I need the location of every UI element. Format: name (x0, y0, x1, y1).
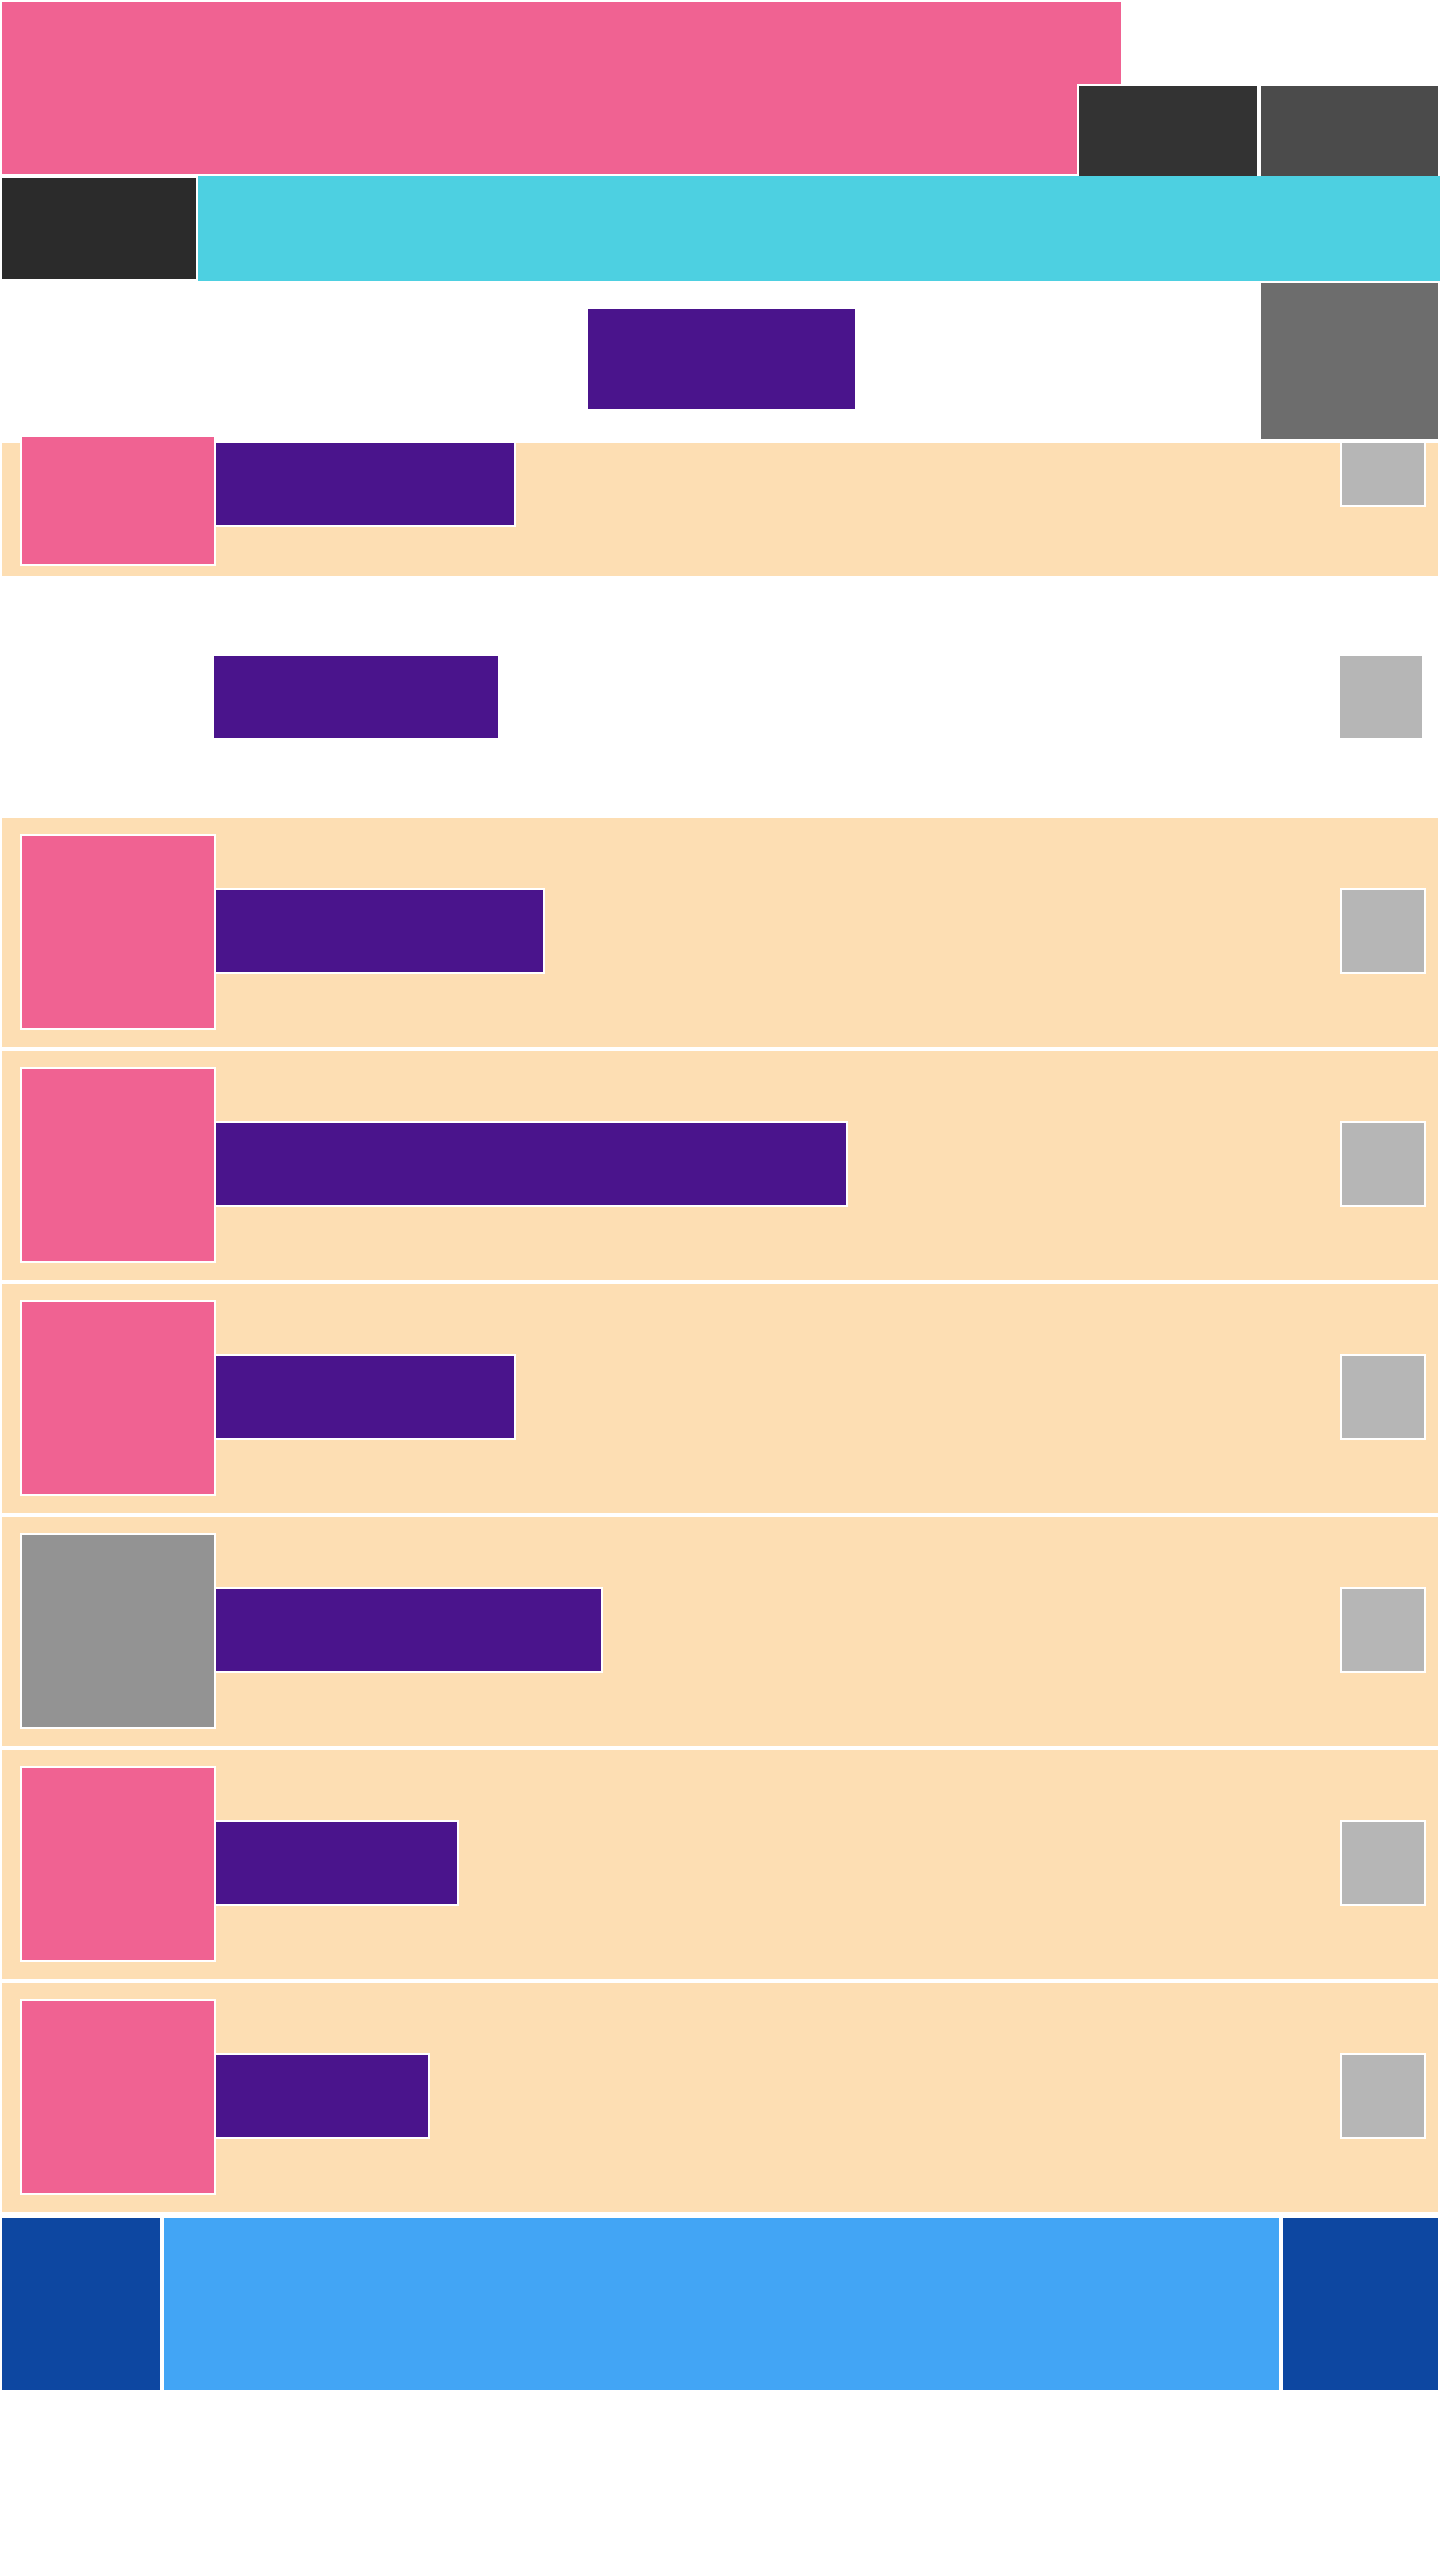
item-thumbnail (20, 1533, 216, 1729)
list-item[interactable] (0, 578, 1440, 816)
item-thumbnail (20, 1999, 216, 2195)
item-label (212, 654, 500, 740)
footer-right-button[interactable] (1281, 2216, 1440, 2392)
item-checkbox[interactable] (1340, 1121, 1426, 1207)
list-item[interactable] (0, 1748, 1440, 1981)
item-label (214, 1121, 848, 1207)
item-checkbox[interactable] (1340, 1820, 1426, 1906)
item-checkbox[interactable] (1338, 654, 1424, 740)
side-panel[interactable] (1259, 281, 1440, 441)
list-item[interactable] (0, 441, 1440, 578)
list-item[interactable] (0, 1049, 1440, 1282)
item-label (214, 1587, 603, 1673)
item-checkbox[interactable] (1340, 1354, 1426, 1440)
item-label (214, 441, 516, 527)
toolbar (198, 176, 1440, 281)
list-item[interactable] (0, 1515, 1440, 1748)
item-thumbnail (20, 1300, 216, 1496)
item-thumbnail (20, 435, 216, 566)
item-checkbox[interactable] (1340, 1587, 1426, 1673)
list-item[interactable] (0, 1981, 1440, 2214)
footer-left-button[interactable] (0, 2216, 162, 2392)
item-label (214, 1820, 459, 1906)
item-checkbox[interactable] (1340, 441, 1426, 507)
item-label (214, 1354, 516, 1440)
list-item[interactable] (0, 1282, 1440, 1515)
nav-tab[interactable] (0, 176, 198, 281)
top-banner (0, 0, 1123, 176)
item-thumbnail (20, 834, 216, 1030)
footer-main-button[interactable] (162, 2216, 1281, 2392)
item-label (214, 888, 545, 974)
item-label (214, 2053, 430, 2139)
item-thumbnail (20, 1067, 216, 1263)
item-checkbox[interactable] (1340, 888, 1426, 974)
item-checkbox[interactable] (1340, 2053, 1426, 2139)
item-thumbnail (20, 1766, 216, 1962)
list-item[interactable] (0, 816, 1440, 1049)
page-title (586, 307, 857, 411)
